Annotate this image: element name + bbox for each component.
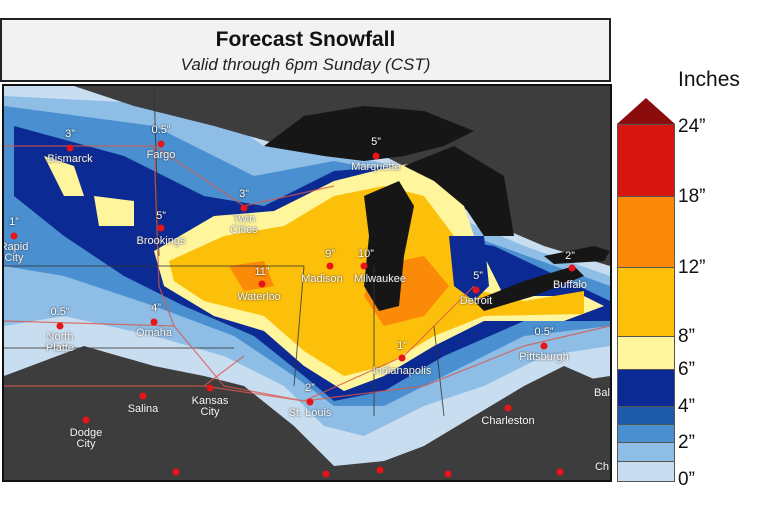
city-marker xyxy=(472,286,480,294)
legend-seg-4-6 xyxy=(618,370,674,407)
city-label: Twin Cities xyxy=(230,213,258,236)
city-label: Detroit xyxy=(459,295,493,307)
city-label: Kansas City xyxy=(191,395,229,418)
city-amount: 2” xyxy=(565,250,575,262)
city-amount: 3” xyxy=(239,188,249,200)
city-amount: 5” xyxy=(473,270,483,282)
city-marker xyxy=(10,232,18,240)
city-label: Buffalo xyxy=(552,279,588,291)
no-snow-south xyxy=(4,366,610,480)
city-label: Bismarck xyxy=(47,153,93,165)
highways xyxy=(4,145,610,402)
city-marker xyxy=(258,280,266,288)
legend-seg-18-24 xyxy=(618,125,674,197)
snowfall-shading xyxy=(4,86,610,480)
legend-tick: 6” xyxy=(678,359,695,380)
city-amount: 5” xyxy=(156,210,166,222)
city-amount: 9” xyxy=(325,248,335,260)
city-label: Bal xyxy=(594,387,610,399)
city-marker xyxy=(504,404,512,412)
city-label: Salina xyxy=(127,403,159,415)
city-marker xyxy=(206,384,214,392)
legend-seg-12-18 xyxy=(618,197,674,268)
city-amount: 0.5” xyxy=(151,124,171,136)
city-label: Charleston xyxy=(481,415,535,427)
city-label: Dodge City xyxy=(69,427,103,450)
city-marker xyxy=(306,398,314,406)
legend-seg-0-1 xyxy=(618,462,674,481)
title-box: Forecast Snowfall Valid through 6pm Sund… xyxy=(0,18,611,82)
lake-erie xyxy=(474,266,584,311)
legend-tick: 12” xyxy=(678,257,706,278)
city-marker xyxy=(376,466,384,474)
legend-over-24-arrow xyxy=(617,98,675,124)
city-label: Omaha xyxy=(135,327,173,339)
city-marker xyxy=(322,470,330,478)
city-marker xyxy=(540,342,548,350)
city-marker xyxy=(82,416,90,424)
city-amount: 5” xyxy=(371,136,381,148)
legend-tick: 24” xyxy=(678,116,706,137)
city-label: Indianapolis xyxy=(372,365,432,377)
map-subtitle: Valid through 6pm Sunday (CST) xyxy=(180,55,431,74)
city-marker xyxy=(157,224,165,232)
city-amount: 3” xyxy=(65,128,75,140)
city-label: Madison xyxy=(301,273,343,285)
city-amount: 10” xyxy=(358,248,374,260)
city-marker xyxy=(66,144,74,152)
legend-title: Inches xyxy=(678,68,740,91)
city-amount: 0.5” xyxy=(50,306,70,318)
city-label: Rapid City xyxy=(2,241,29,264)
city-label: Pittsburgh xyxy=(519,351,569,363)
state-borders xyxy=(4,86,445,417)
city-label: Waterloo xyxy=(237,291,281,303)
city-marker xyxy=(157,140,165,148)
city-marker xyxy=(240,204,248,212)
city-label: Ch xyxy=(594,461,610,473)
city-marker xyxy=(56,322,64,330)
legend-tick: 8” xyxy=(678,326,695,347)
city-amount: 0.5” xyxy=(534,326,554,338)
lake-huron xyxy=(404,146,514,236)
city-marker xyxy=(326,262,334,270)
city-label: St. Louis xyxy=(288,407,332,419)
lake-ontario xyxy=(544,246,610,264)
snow-yellow-patch-1 xyxy=(44,156,134,226)
city-marker xyxy=(444,470,452,478)
city-marker xyxy=(139,392,147,400)
legend-seg-3-4 xyxy=(618,407,674,425)
snow-detroit-blue xyxy=(449,236,489,301)
city-label: Brookings xyxy=(136,235,186,247)
legend-tick: 2” xyxy=(678,432,695,453)
map-title: Forecast Snowfall xyxy=(215,28,396,51)
legend-seg-2-3 xyxy=(618,425,674,443)
city-marker xyxy=(568,264,576,272)
city-amount: 11” xyxy=(254,266,270,278)
city-marker xyxy=(556,468,564,476)
lake-michigan xyxy=(364,181,414,311)
legend-seg-6-8 xyxy=(618,337,674,370)
legend-tick: 4” xyxy=(678,396,695,417)
city-marker xyxy=(150,318,158,326)
legend-tick: 18” xyxy=(678,186,706,207)
city-amount: 2” xyxy=(305,382,315,394)
city-label: Marquette xyxy=(351,161,401,173)
city-amount: 1” xyxy=(9,216,19,228)
city-label: Milwaukee xyxy=(354,273,406,285)
legend-seg-8-12 xyxy=(618,268,674,337)
no-snow-north xyxy=(74,86,334,146)
city-label: Fargo xyxy=(146,149,176,161)
city-amount: 1” xyxy=(397,340,407,352)
city-marker xyxy=(398,354,406,362)
city-marker xyxy=(372,152,380,160)
city-marker xyxy=(360,262,368,270)
city-marker xyxy=(172,468,180,476)
legend-seg-1-2 xyxy=(618,443,674,462)
city-label: North Platte xyxy=(45,331,75,354)
snowfall-map: 3” Bismarck 0.5” Fargo 5” Marquette 3” T… xyxy=(2,84,612,482)
legend-colorbar xyxy=(617,124,675,482)
lake-superior xyxy=(264,106,474,161)
legend-tick: 0” xyxy=(678,469,695,490)
city-amount: 4” xyxy=(151,302,161,314)
